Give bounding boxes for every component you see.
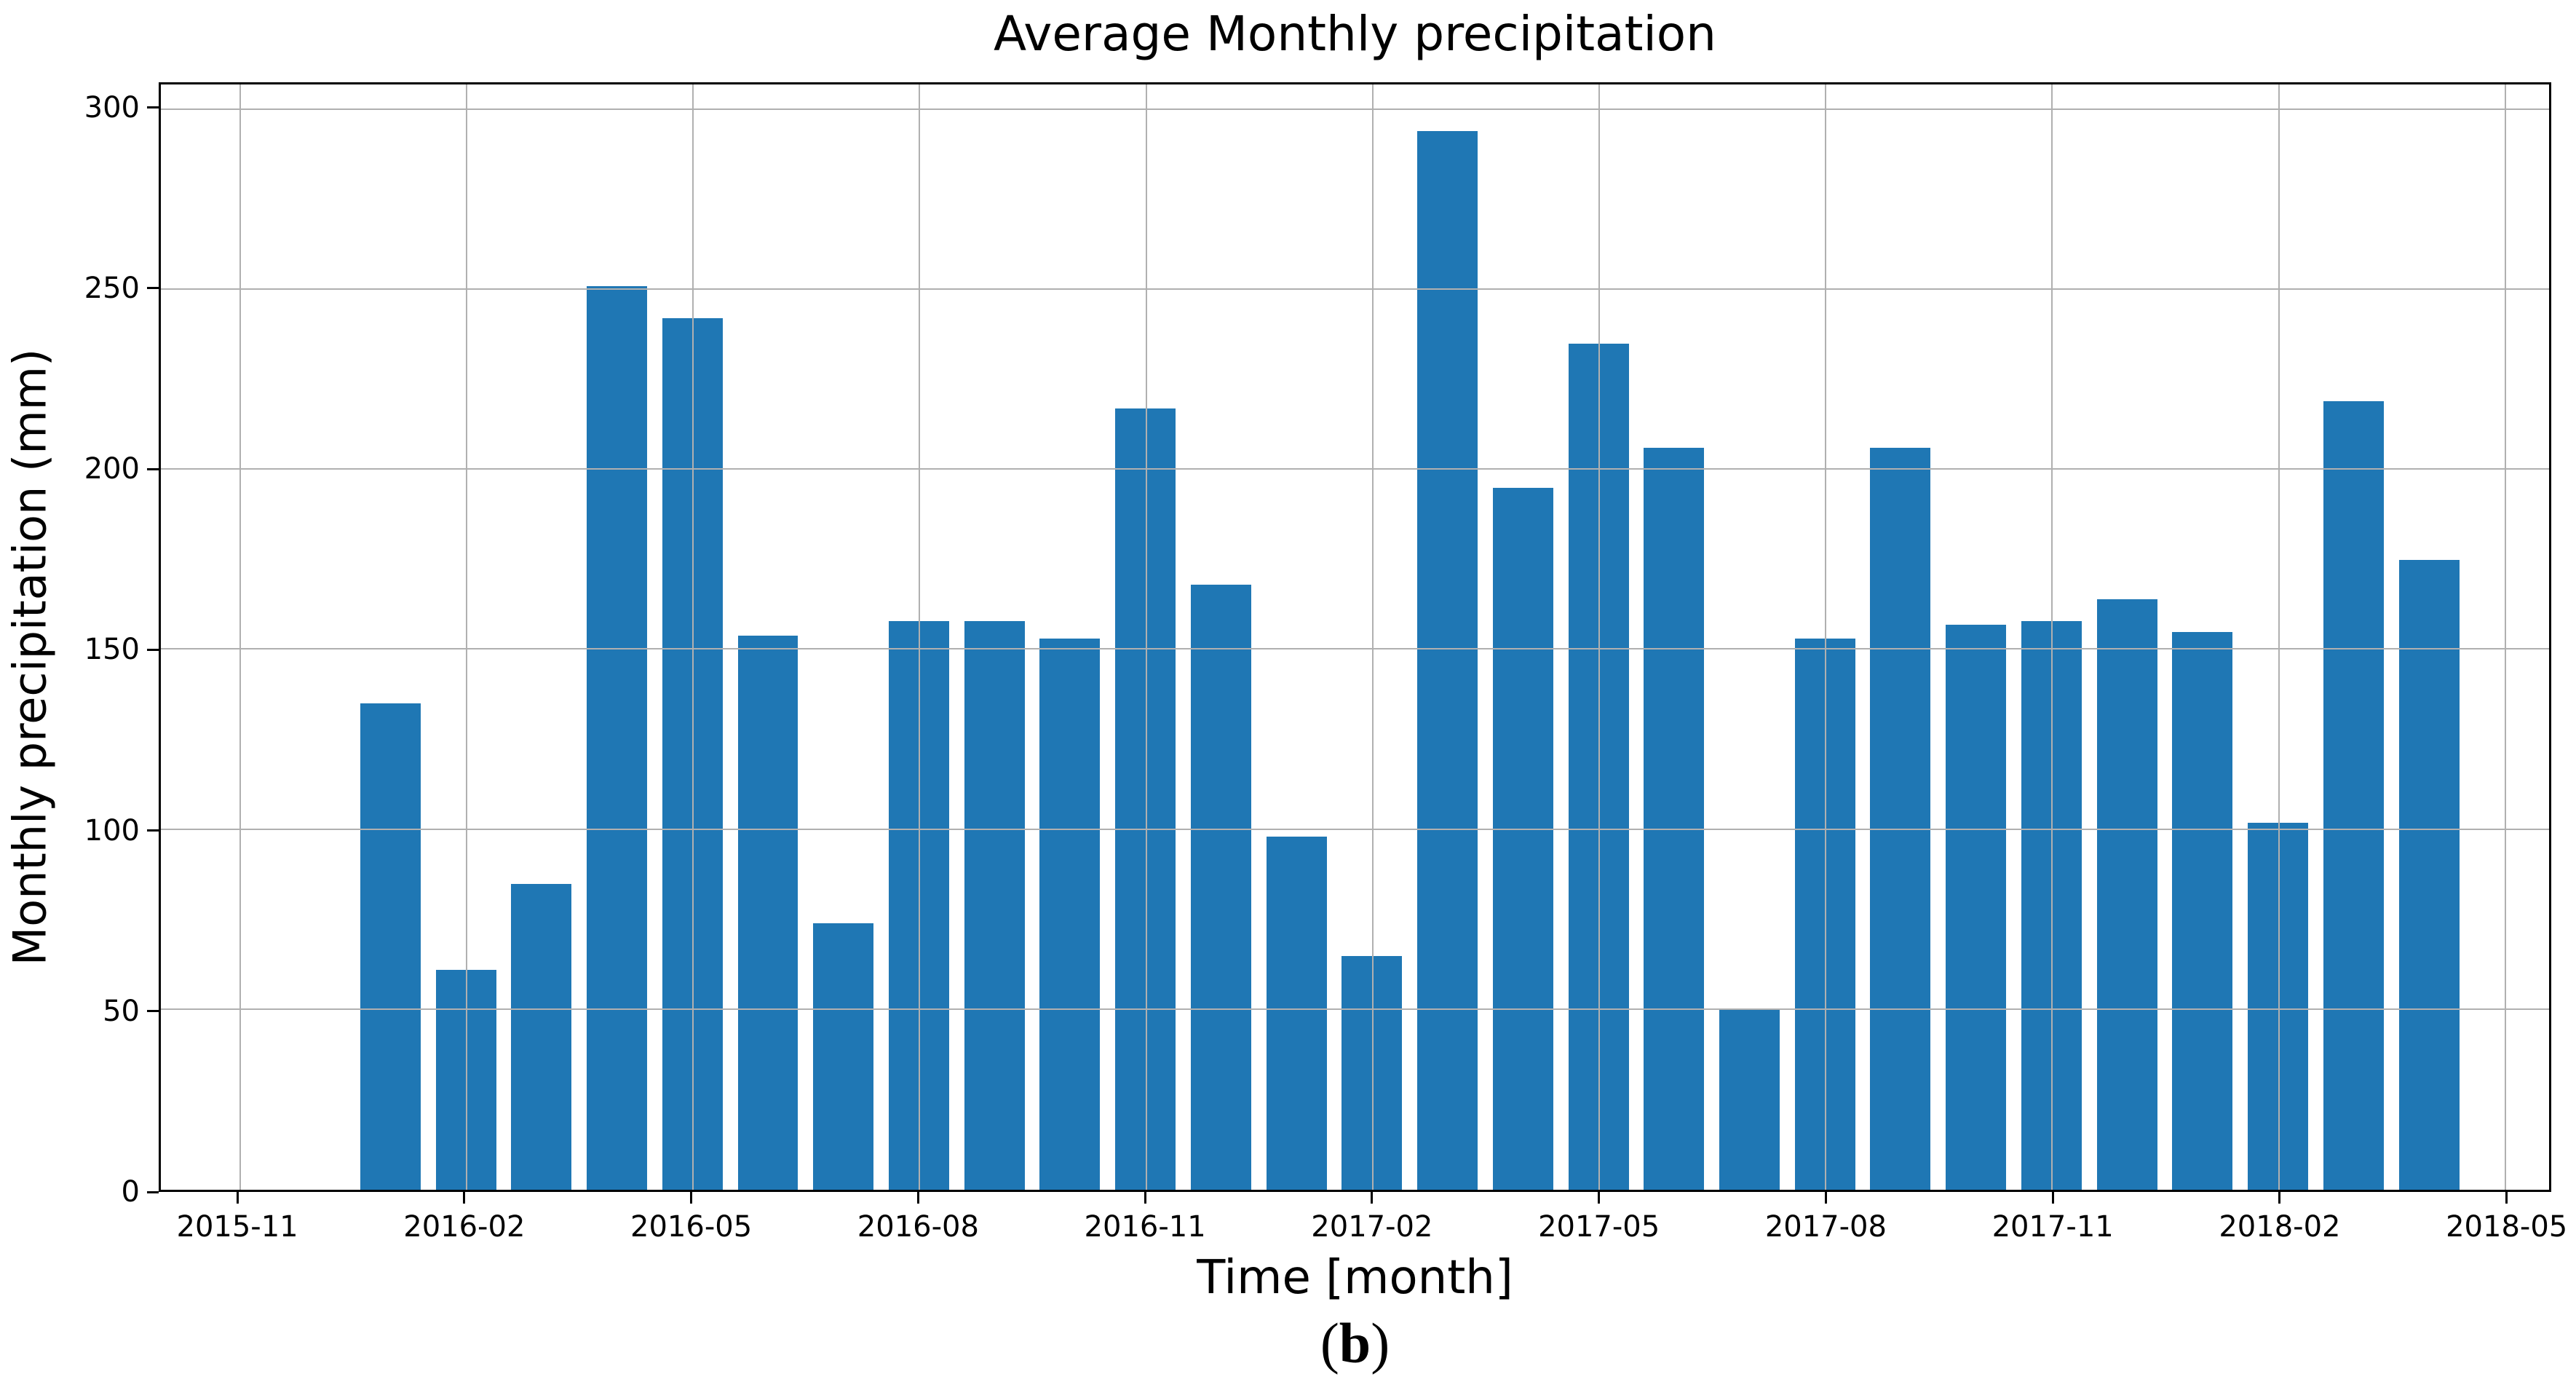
x-tick-mark-2015-11 — [236, 1192, 239, 1204]
gridline-x-2016-05 — [692, 84, 694, 1190]
bar-2017-03 — [1417, 131, 1478, 1190]
gridline-x-2017-05 — [1598, 84, 1601, 1190]
gridline-x-2018-05 — [2504, 84, 2506, 1190]
x-tick-mark-2016-11 — [1144, 1192, 1146, 1204]
y-tick-label-0: 0 — [121, 1175, 140, 1209]
gridline-y-300 — [161, 108, 2549, 110]
bar-2016-09 — [964, 620, 1025, 1190]
y-tick-label-100: 100 — [84, 813, 140, 848]
x-tick-mark-2016-08 — [916, 1192, 919, 1204]
bar-2017-09 — [1870, 448, 1931, 1190]
y-tick-mark-50 — [147, 1010, 159, 1013]
bar-2017-07 — [1719, 1009, 1780, 1190]
bar-2018-03 — [2323, 401, 2384, 1190]
x-tick-label-2015-11: 2015-11 — [176, 1210, 298, 1244]
gridline-x-2017-08 — [1825, 84, 1827, 1190]
bar-2016-11 — [1115, 408, 1176, 1190]
y-tick-mark-100 — [147, 829, 159, 832]
bar-2016-08 — [888, 620, 949, 1190]
bar-2018-04 — [2398, 559, 2460, 1190]
bar-2017-01 — [1266, 837, 1327, 1190]
bar-2017-04 — [1492, 487, 1553, 1190]
figure-caption: (b) — [159, 1311, 2551, 1376]
bar-2016-12 — [1190, 585, 1251, 1190]
bar-2017-08 — [1794, 639, 1855, 1190]
x-tick-mark-2018-05 — [2505, 1192, 2508, 1204]
gridline-x-2017-02 — [1371, 84, 1374, 1190]
y-tick-label-200: 200 — [84, 452, 140, 486]
y-tick-label-150: 150 — [84, 633, 140, 667]
y-tick-mark-0 — [147, 1190, 159, 1193]
bar-2016-04 — [587, 285, 648, 1190]
gridline-x-2015-11 — [239, 84, 241, 1190]
bar-2017-12 — [2096, 599, 2157, 1190]
caption-paren-close: ) — [1371, 1311, 1390, 1375]
x-tick-mark-2016-02 — [463, 1192, 466, 1204]
gridline-x-2017-11 — [2051, 84, 2053, 1190]
y-tick-label-250: 250 — [84, 271, 140, 305]
caption-letter: b — [1339, 1311, 1371, 1375]
gridline-y-250 — [161, 288, 2549, 290]
gridline-x-2016-02 — [466, 84, 468, 1190]
gridline-x-2016-08 — [919, 84, 921, 1190]
gridline-x-2018-02 — [2278, 84, 2280, 1190]
x-tick-label-2017-05: 2017-05 — [1538, 1210, 1660, 1244]
y-tick-label-300: 300 — [84, 90, 140, 125]
plot-area — [159, 82, 2551, 1192]
x-tick-label-2016-02: 2016-02 — [403, 1210, 526, 1244]
bar-2016-03 — [511, 883, 572, 1190]
x-tick-mark-2017-05 — [1598, 1192, 1601, 1204]
gridline-y-200 — [161, 468, 2549, 470]
bar-2016-10 — [1039, 639, 1101, 1190]
gridline-y-50 — [161, 1008, 2549, 1010]
x-tick-mark-2017-11 — [2051, 1192, 2054, 1204]
bar-2016-06 — [737, 635, 798, 1190]
bar-2016-07 — [813, 923, 874, 1190]
x-axis-label: Time [month] — [1197, 1251, 1513, 1305]
bar-2016-01 — [360, 703, 421, 1190]
x-tick-label-2016-11: 2016-11 — [1084, 1210, 1206, 1244]
x-tick-label-2017-11: 2017-11 — [1992, 1210, 2114, 1244]
caption-paren-open: ( — [1320, 1311, 1339, 1375]
bar-2017-10 — [1946, 624, 2007, 1190]
x-tick-label-2017-02: 2017-02 — [1311, 1210, 1433, 1244]
y-axis-label: Monthly precipitation (mm) — [3, 348, 57, 966]
x-tick-label-2018-05: 2018-05 — [2446, 1210, 2568, 1244]
gridline-x-2016-11 — [1145, 84, 1147, 1190]
x-tick-mark-2016-05 — [690, 1192, 693, 1204]
bar-2017-05 — [1568, 344, 1629, 1190]
bar-2018-01 — [2172, 631, 2233, 1190]
x-tick-label-2018-02: 2018-02 — [2219, 1210, 2341, 1244]
y-tick-mark-250 — [147, 287, 159, 290]
chart-title: Average Monthly precipitation — [993, 6, 1717, 62]
x-tick-mark-2017-08 — [1824, 1192, 1827, 1204]
y-tick-mark-150 — [147, 648, 159, 651]
gridline-y-150 — [161, 648, 2549, 650]
y-tick-mark-300 — [147, 106, 159, 109]
x-tick-label-2016-05: 2016-05 — [630, 1210, 753, 1244]
gridline-y-100 — [161, 828, 2549, 830]
bar-2017-06 — [1644, 448, 1705, 1190]
y-tick-label-50: 50 — [103, 994, 140, 1028]
y-tick-mark-200 — [147, 467, 159, 470]
x-tick-label-2017-08: 2017-08 — [1764, 1210, 1887, 1244]
x-tick-mark-2018-02 — [2278, 1192, 2281, 1204]
x-tick-mark-2017-02 — [1371, 1192, 1374, 1204]
x-tick-label-2016-08: 2016-08 — [857, 1210, 979, 1244]
